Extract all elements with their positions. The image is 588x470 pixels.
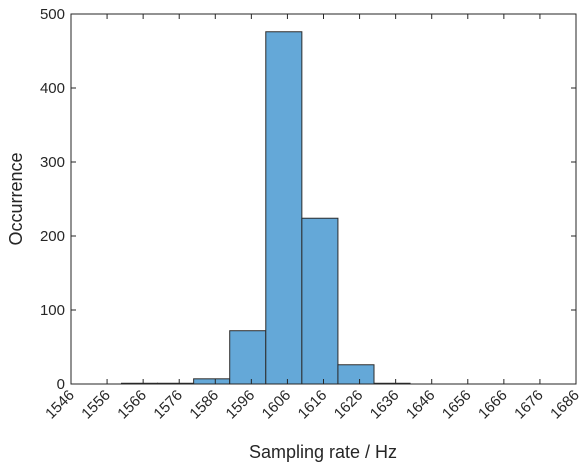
x-tick-label: 1606: [259, 387, 295, 423]
x-tick-label: 1686: [547, 387, 583, 423]
x-tick-label: 1576: [150, 387, 186, 423]
x-axis-label: Sampling rate / Hz: [249, 442, 397, 462]
x-tick-label: 1656: [439, 387, 475, 423]
y-axis-label: Occurrence: [6, 152, 26, 245]
x-tick-label: 1676: [511, 387, 547, 423]
y-tick-label: 200: [40, 228, 65, 245]
y-tick-label: 0: [57, 376, 65, 393]
bar: [301, 217, 339, 385]
x-tick-label: 1646: [403, 387, 439, 423]
x-tick-label: 1616: [295, 387, 331, 423]
x-tick-label: 1556: [78, 387, 114, 423]
x-tick-label: 1586: [186, 387, 222, 423]
y-tick-label: 400: [40, 80, 65, 97]
y-tick-label: 100: [40, 302, 65, 319]
bar: [337, 364, 375, 385]
y-tick-label: 500: [40, 6, 65, 23]
bar: [265, 31, 303, 385]
x-tick-label: 1666: [475, 387, 511, 423]
x-tick-label: 1626: [331, 387, 367, 423]
x-tick-label: 1636: [367, 387, 403, 423]
x-tick-label: 1566: [114, 387, 150, 423]
bar: [193, 378, 231, 385]
y-tick-label: 300: [40, 154, 65, 171]
bar: [229, 330, 267, 385]
x-tick-label: 1596: [223, 387, 259, 423]
x-tick-label: 1546: [42, 387, 78, 423]
